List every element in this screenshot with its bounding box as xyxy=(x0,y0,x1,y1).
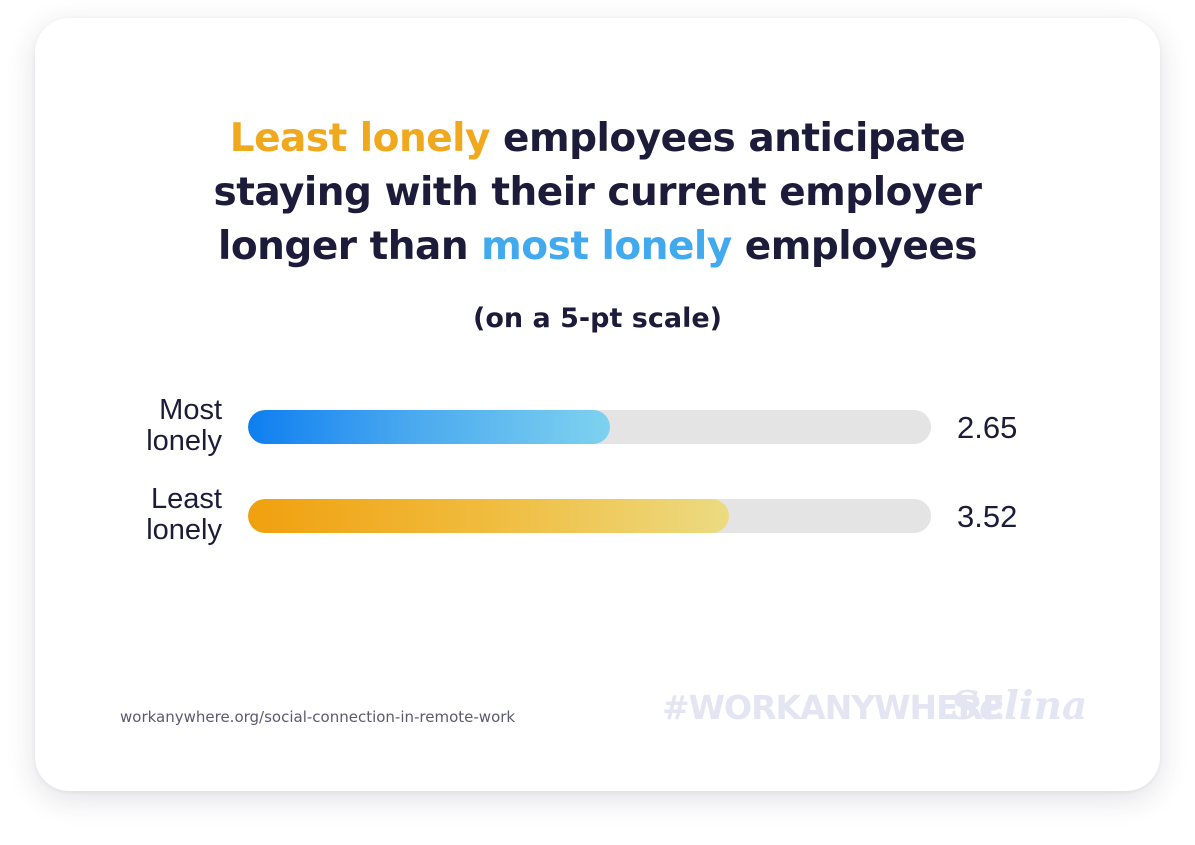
title-highlight-most-lonely: most lonely xyxy=(481,224,732,269)
hashtag-logo: #WORKANYWHERE xyxy=(662,688,1005,727)
title-highlight-least-lonely: Least lonely xyxy=(229,116,491,161)
title-line-3-start: longer than xyxy=(217,224,482,269)
chart-card xyxy=(35,18,1160,791)
bar-row-least-lonely: Least lonely 3.52 xyxy=(0,484,1195,554)
title-line-2: staying with their current employer xyxy=(213,170,982,215)
category-label-line: lonely xyxy=(146,514,222,546)
chart-subtitle: (on a 5-pt scale) xyxy=(473,303,722,334)
title-line-3: longer than most lonely employees xyxy=(0,220,1195,274)
category-label-most-lonely: Most lonely xyxy=(146,395,222,457)
value-label-least-lonely: 3.52 xyxy=(957,499,1018,534)
brand-logo: Selina xyxy=(951,683,1088,729)
category-label-line: Most xyxy=(159,394,222,426)
category-label-line: Least xyxy=(151,483,222,515)
bar-track xyxy=(248,499,931,533)
bar-most-lonely xyxy=(248,410,610,444)
bar-row-most-lonely: Most lonely 2.65 xyxy=(0,395,1195,465)
bar-track xyxy=(248,410,931,444)
value-label-most-lonely: 2.65 xyxy=(957,410,1018,445)
bar-least-lonely xyxy=(248,499,729,533)
category-label-line: lonely xyxy=(146,425,222,457)
category-label-least-lonely: Least lonely xyxy=(146,484,222,546)
source-url: workanywhere.org/social-connection-in-re… xyxy=(120,708,516,726)
chart-title: Least lonely employees anticipate stayin… xyxy=(0,112,1195,274)
title-line-1-rest: employees anticipate xyxy=(489,116,966,161)
title-line-3-end: employees xyxy=(731,224,978,269)
title-line-1: Least lonely employees anticipate xyxy=(0,112,1195,166)
